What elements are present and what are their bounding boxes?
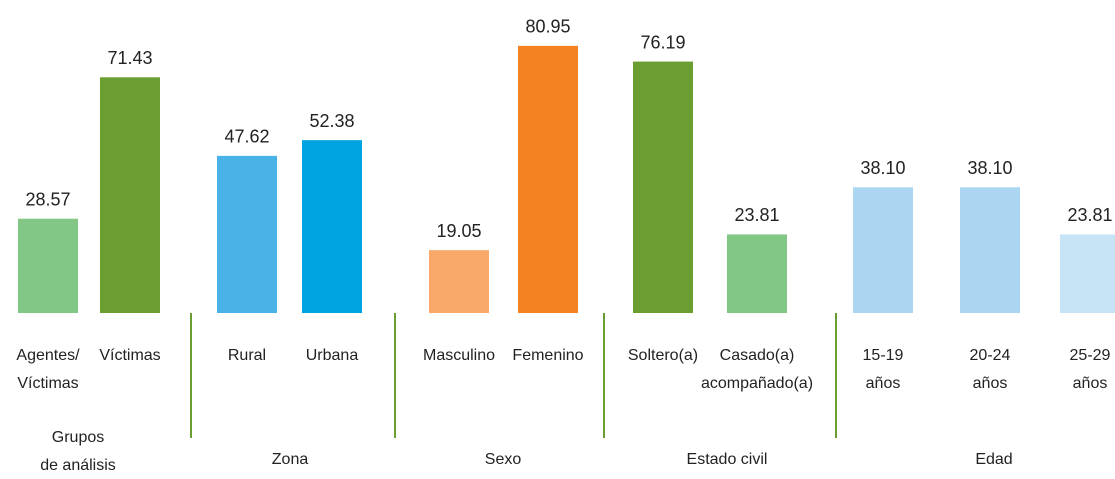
group-label-line: de análisis: [40, 457, 116, 474]
group-label: Edad: [975, 451, 1012, 468]
category-label-line: Urbana: [306, 347, 359, 364]
value-label: 38.10: [967, 158, 1012, 178]
bar: [18, 218, 78, 313]
group-label-line: Estado civil: [687, 451, 768, 468]
value-label: 23.81: [734, 205, 779, 225]
category-label: Rural: [228, 347, 266, 364]
category-label-line: Soltero(a): [628, 347, 698, 364]
group-label: Grupos de análisis: [40, 429, 116, 474]
category-label-line: acompañado(a): [701, 375, 813, 392]
category-label-line: años: [1073, 375, 1108, 392]
category-label: Víctimas: [99, 347, 160, 364]
category-label: Masculino: [423, 347, 495, 364]
category-label: Casado(a) acompañado(a): [701, 347, 813, 392]
category-label: Femenino: [512, 347, 583, 364]
category-label-line: Casado(a): [720, 347, 795, 364]
value-label: 38.10: [860, 158, 905, 178]
value-label: 19.05: [436, 221, 481, 241]
value-label: 52.38: [309, 111, 354, 131]
category-label-line: Masculino: [423, 347, 495, 364]
group-label: Sexo: [485, 451, 522, 468]
category-label-line: 15-19: [863, 347, 904, 364]
bar: [1060, 234, 1115, 313]
bar: [633, 61, 693, 314]
value-label: 80.95: [525, 17, 570, 37]
group-label-line: Edad: [975, 451, 1012, 468]
group-label: Estado civil: [687, 451, 768, 468]
group-label-line: Grupos: [52, 429, 104, 446]
category-label: Agentes/Víctimas: [16, 347, 80, 392]
category-label-line: Rural: [228, 347, 266, 364]
value-label: 47.62: [224, 127, 269, 147]
value-label: 23.81: [1067, 205, 1112, 225]
bar: [853, 187, 913, 313]
value-label: 71.43: [107, 48, 152, 68]
category-label: 20-24 años: [970, 347, 1011, 392]
category-label: 25-29 años: [1070, 347, 1111, 392]
category-label: Urbana: [306, 347, 359, 364]
group-label: Zona: [272, 451, 309, 468]
bar: [217, 155, 277, 313]
category-label: 15-19 años: [863, 347, 904, 392]
bar: [100, 77, 160, 313]
bar: [727, 234, 787, 313]
category-label: Soltero(a): [628, 347, 698, 364]
category-label-line: Agentes/: [16, 347, 80, 364]
value-label: 28.57: [25, 189, 70, 209]
category-label-line: 25-29: [1070, 347, 1111, 364]
category-label-line: años: [866, 375, 901, 392]
bar: [429, 250, 489, 313]
bar: [518, 45, 578, 314]
category-label-line: Femenino: [512, 347, 583, 364]
group-label-line: Sexo: [485, 451, 522, 468]
category-label-line: 20-24: [970, 347, 1011, 364]
category-label-line: Víctimas: [17, 375, 78, 392]
bar: [302, 140, 362, 313]
category-label-line: años: [973, 375, 1008, 392]
bar: [960, 187, 1020, 313]
category-label-line: Víctimas: [99, 347, 160, 364]
value-label: 76.19: [640, 32, 685, 52]
group-label-line: Zona: [272, 451, 309, 468]
